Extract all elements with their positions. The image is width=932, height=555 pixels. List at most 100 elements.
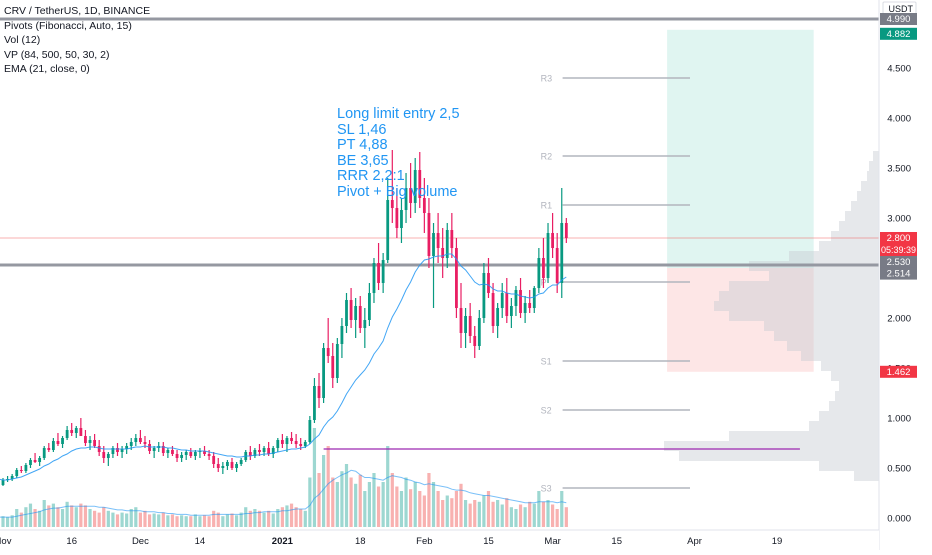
volume-bar [519,505,522,528]
candle-body [98,446,101,452]
x-tick-label: 19 [772,536,783,547]
candle-body [194,452,197,456]
legend-title[interactable]: CRV / TetherUS, 1D, BINANCE [4,4,150,19]
volume-bar [66,502,69,527]
y-tick-label: 3.000 [887,214,911,225]
candle-body [281,440,284,444]
candle-body [391,200,394,208]
note-line: SL 1,46 [337,123,460,139]
candle-body [313,386,316,420]
volume-bar [505,498,508,527]
volume-profile-bin [764,321,879,331]
volume-bar [130,509,133,527]
candle-body [93,440,96,446]
candle-body [565,223,568,238]
volume-bar [281,507,284,527]
candle-body [144,442,147,444]
candle-body [171,450,174,454]
price-tag-label: 4.990 [887,14,911,25]
candle-body [478,318,481,346]
volume-bar [166,515,169,527]
legend-vol[interactable]: Vol (12) [4,33,150,48]
y-tick-label: 4.000 [887,114,911,125]
price-tag-label: 1.462 [887,367,911,378]
candle-body [304,442,307,446]
x-tick-label: 18 [355,536,366,547]
x-tick-label: 2021 [272,536,294,547]
candle-body [473,336,476,346]
volume-bar [258,511,261,527]
volume-bar [244,507,247,527]
candle-body [84,436,87,443]
volume-bar [29,504,32,527]
candle-body [336,344,339,378]
volume-bar [212,511,215,527]
volume-bar [359,475,362,527]
volume-bar [198,516,201,527]
candle-body [153,448,156,451]
candle-body [460,308,463,333]
volume-bar [478,502,481,527]
volume-bar [116,514,119,527]
volume-profile-bin [839,381,879,391]
note-line: RRR 2,2:1 [337,169,460,185]
volume-profile-bin [839,221,879,231]
candle-body [189,452,192,456]
candle-body [212,456,215,464]
note-line: Pivot + Big volume [337,185,460,201]
candle-body [386,200,389,260]
volume-bar [340,471,343,527]
candle-body [322,348,325,398]
volume-bar [262,513,265,527]
volume-bar [395,487,398,528]
candle-body [496,308,499,326]
candle-body [533,288,536,308]
volume-bar [272,514,275,528]
volume-bar [537,491,540,527]
volume-bar [84,505,87,527]
x-tick-label: 14 [195,536,206,547]
candle-body [2,480,5,485]
volume-bar [327,446,330,527]
volume-bar [208,516,211,527]
x-tick-label: Mar [544,536,560,547]
candle-body [130,442,133,446]
volume-bar [427,473,430,527]
countdown-label: 05:39:39 [881,245,916,255]
volume-bar [482,496,485,528]
legend-ema[interactable]: EMA (21, close, 0) [4,62,150,77]
volume-bar [148,514,151,527]
y-tick-label: 2.000 [887,314,911,325]
candle-body [75,428,78,433]
candle-body [505,293,508,316]
candle-body [455,248,458,308]
volume-bar [120,513,123,527]
legend-vp[interactable]: VP (84, 500, 50, 30, 2) [4,48,150,63]
note-line: PT 4,88 [337,138,460,154]
target-zone [667,30,814,268]
y-tick-label: 0.000 [887,514,911,525]
candle-body [327,348,330,356]
candle-body [295,441,298,444]
volume-profile-bin [873,151,879,161]
candle-body [551,233,554,248]
volume-bar [414,482,417,527]
ema-line [0,254,566,480]
volume-bar [565,507,568,527]
volume-bar [510,507,513,527]
volume-bar [313,428,316,527]
x-tick-label: 15 [483,536,494,547]
volume-bar [285,505,288,527]
x-tick-label: 15 [611,536,622,547]
legend-pivots[interactable]: Pivots (Fibonacci, Auto, 15) [4,19,150,34]
volume-bar [189,516,192,527]
volume-bar [437,491,440,527]
volume-profile-bin [819,241,879,251]
volume-bar [469,504,472,527]
candle-body [89,440,92,443]
volume-profile-bin [819,461,879,471]
currency-label: USDT [889,4,914,14]
volume-profile-bin [729,311,879,321]
volume-bar [551,505,554,528]
